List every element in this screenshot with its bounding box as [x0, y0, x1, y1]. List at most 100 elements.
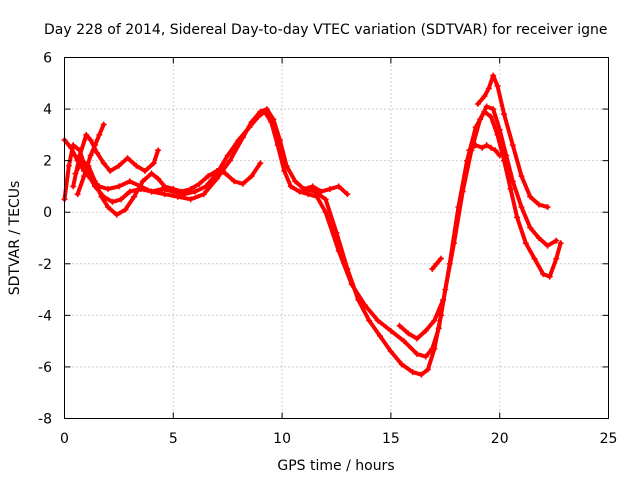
data-point: [76, 152, 83, 159]
data-point: [322, 196, 329, 203]
data-point: [300, 186, 307, 193]
data-point: [472, 142, 479, 149]
data-point: [94, 149, 101, 156]
x-tick-label: 5: [169, 431, 178, 447]
data-point: [255, 113, 262, 120]
data-point: [281, 167, 288, 174]
data-point: [544, 242, 551, 249]
data-point: [65, 162, 72, 169]
data-point: [213, 167, 220, 174]
data-point: [292, 178, 299, 185]
data-point: [224, 152, 231, 159]
data-point: [126, 188, 133, 195]
data-point: [91, 178, 98, 185]
data-point: [418, 371, 425, 378]
data-point: [490, 72, 497, 79]
data-point: [187, 186, 194, 193]
data-series: [61, 72, 564, 378]
data-point: [527, 193, 534, 200]
data-point: [451, 240, 458, 247]
data-point: [74, 191, 81, 198]
x-tick-label: 15: [382, 431, 400, 447]
data-point: [540, 271, 547, 278]
series-7: [396, 296, 447, 342]
data-point: [179, 188, 186, 195]
data-point: [148, 188, 155, 195]
series-1: [61, 106, 564, 378]
plot-frame: [64, 57, 609, 419]
data-point: [481, 93, 488, 100]
data-point: [187, 196, 194, 203]
data-point: [161, 183, 168, 190]
data-point: [518, 204, 525, 211]
data-point: [257, 160, 264, 167]
data-point: [405, 330, 412, 337]
data-point: [474, 100, 481, 107]
x-tick-label: 0: [60, 431, 69, 447]
data-point: [535, 201, 542, 208]
data-point: [344, 191, 351, 198]
data-point: [235, 137, 242, 144]
data-point: [535, 235, 542, 241]
data-point: [326, 186, 333, 193]
data-point: [429, 345, 436, 352]
data-point: [483, 103, 490, 110]
data-point: [239, 180, 246, 187]
data-point: [274, 142, 281, 149]
data-point: [437, 255, 444, 262]
data-point: [202, 183, 209, 190]
data-point: [115, 183, 122, 190]
data-point: [205, 173, 212, 180]
data-point: [487, 144, 494, 151]
data-point: [496, 126, 503, 133]
data-point: [477, 116, 484, 123]
data-point: [522, 240, 529, 247]
data-point: [174, 193, 181, 200]
data-point: [509, 178, 516, 185]
data-point: [100, 121, 107, 128]
data-point: [409, 369, 416, 376]
data-point: [87, 152, 94, 159]
data-point: [494, 82, 501, 89]
data-point: [518, 173, 525, 180]
y-axis-title: SDTVAR / TECUs: [7, 181, 23, 296]
data-point: [246, 124, 253, 131]
data-point: [131, 193, 138, 200]
data-point: [105, 204, 112, 211]
data-point: [509, 142, 516, 149]
grid: [64, 57, 609, 419]
data-point: [200, 191, 207, 198]
data-point: [348, 281, 355, 288]
series-9: [466, 142, 503, 159]
data-point: [414, 351, 421, 358]
series-line: [62, 107, 563, 377]
data-point: [414, 335, 421, 342]
data-point: [492, 147, 499, 154]
data-point: [133, 162, 140, 169]
data-point: [100, 160, 107, 167]
series-line: [397, 297, 446, 341]
data-point: [148, 170, 155, 177]
data-point: [424, 366, 431, 373]
data-point: [487, 113, 494, 120]
series-4: [70, 131, 162, 190]
data-point: [440, 296, 447, 303]
data-point: [466, 147, 473, 154]
data-point: [442, 286, 449, 293]
data-point: [374, 317, 381, 324]
x-tick-label: 20: [491, 431, 509, 447]
y-tick-label: -2: [38, 257, 52, 273]
data-point: [287, 183, 294, 190]
data-point: [431, 317, 438, 324]
data-point: [126, 178, 133, 185]
data-point: [142, 167, 149, 174]
data-point: [226, 157, 233, 164]
data-point: [501, 111, 508, 118]
data-point: [527, 224, 534, 231]
y-tick-label: 4: [43, 102, 52, 118]
data-point: [377, 332, 384, 339]
data-point: [155, 175, 162, 182]
data-point: [150, 160, 157, 167]
data-point: [335, 247, 342, 254]
